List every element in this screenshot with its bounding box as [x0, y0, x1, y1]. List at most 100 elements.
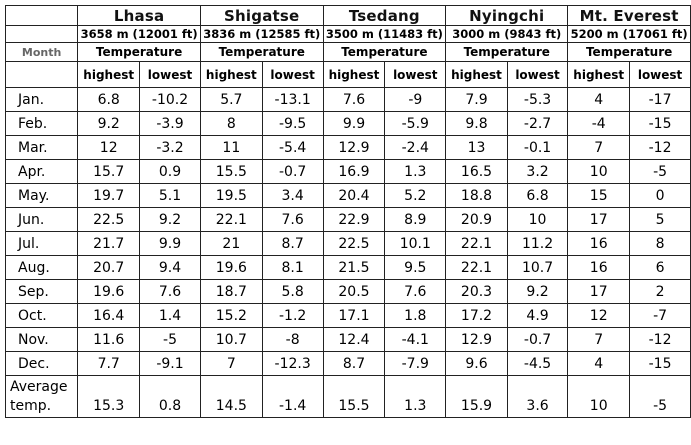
temperature-header: Temperature: [77, 42, 201, 62]
month-cell: Jan.: [4, 87, 79, 112]
lowest-cell: 9.2: [139, 207, 201, 232]
lowest-cell: 5.1: [139, 183, 201, 208]
table-row: Jun. 22.5 9.2 22.1 7.6 22.9 8.9 20.9 10 17 5: [4, 207, 691, 232]
average-label: Average temp.: [4, 375, 79, 418]
lowest-cell: 9.5: [384, 255, 447, 280]
lowest-cell: 1.4: [139, 303, 201, 328]
lowest-cell: 3.4: [261, 183, 324, 208]
lowest-cell: -5: [629, 159, 691, 184]
highest-cell: 18.7: [199, 279, 263, 304]
month-cell: Nov.: [4, 327, 79, 352]
lowest-cell: -2.4: [384, 135, 447, 160]
lowest-cell: 10.7: [506, 255, 569, 280]
highest-cell: 22.5: [322, 231, 386, 256]
highest-cell: 11.6: [77, 327, 141, 352]
highest-cell: 12.9: [445, 327, 508, 352]
average-highest-cell: 10: [567, 375, 631, 418]
lowest-cell: 4.9: [506, 303, 569, 328]
lowest-cell: -7: [629, 303, 691, 328]
lowest-cell: -9.1: [139, 351, 201, 376]
lowest-cell: -9: [384, 87, 447, 112]
lowest-cell: 8.1: [261, 255, 324, 280]
table-row: Jul. 21.7 9.9 21 8.7 22.5 10.1 22.1 11.2 16 8: [4, 231, 691, 256]
lowest-cell: -5: [139, 327, 201, 352]
lowest-cell: -0.7: [261, 159, 324, 184]
corner-cell: [4, 5, 79, 26]
lowest-header: lowest: [384, 61, 447, 88]
month-cell: Apr.: [4, 159, 79, 184]
city-mt-everest: Mt. Everest: [567, 5, 691, 26]
temperature-table: Lhasa Shigatse Tsedang Nyingchi Mt. Ever…: [4, 5, 691, 418]
altitude-lhasa: 3658 m (12001 ft): [77, 25, 201, 43]
lowest-cell: -10.2: [139, 87, 201, 112]
highest-cell: 9.2: [77, 111, 141, 136]
table-row: Dec. 7.7 -9.1 7 -12.3 8.7 -7.9 9.6 -4.5 4 -15: [4, 351, 691, 376]
highest-cell: 22.1: [445, 231, 508, 256]
average-highest-cell: 15.3: [77, 375, 141, 418]
highest-cell: 6.8: [77, 87, 141, 112]
lowest-cell: -15: [629, 111, 691, 136]
highest-cell: 21.5: [322, 255, 386, 280]
highest-cell: 7: [199, 351, 263, 376]
lowest-cell: 0.9: [139, 159, 201, 184]
subheader-row: Month Temperature Temperature Temperatur…: [4, 42, 691, 62]
temperature-header: Temperature: [567, 42, 691, 62]
altitude-mt-everest: 5200 m (17061 ft): [567, 25, 691, 43]
lowest-cell: 7.6: [261, 207, 324, 232]
average-label-line2: temp.: [10, 397, 52, 414]
lowest-cell: -2.7: [506, 111, 569, 136]
highest-cell: 20.5: [322, 279, 386, 304]
lowest-cell: 3.2: [506, 159, 569, 184]
highest-cell: 17.1: [322, 303, 386, 328]
temperature-header: Temperature: [199, 42, 324, 62]
lowest-cell: -5.4: [261, 135, 324, 160]
altitude-row: 3658 m (12001 ft) 3836 m (12585 ft) 3500…: [4, 25, 691, 43]
city-lhasa: Lhasa: [77, 5, 201, 26]
table-row: Mar. 12 -3.2 11 -5.4 12.9 -2.4 13 -0.1 7 -12: [4, 135, 691, 160]
lowest-cell: -12: [629, 135, 691, 160]
month-cell: May.: [4, 183, 79, 208]
highest-cell: 9.8: [445, 111, 508, 136]
highest-cell: 7: [567, 327, 631, 352]
month-header: Month: [4, 42, 79, 62]
month-cell: Aug.: [4, 255, 79, 280]
highest-cell: 17.2: [445, 303, 508, 328]
highest-cell: 16.4: [77, 303, 141, 328]
lowest-cell: 9.4: [139, 255, 201, 280]
lowest-cell: 10: [506, 207, 569, 232]
lowest-cell: -7.9: [384, 351, 447, 376]
month-cell: Feb.: [4, 111, 79, 136]
highest-cell: 20.9: [445, 207, 508, 232]
highest-header: highest: [199, 61, 263, 88]
highest-cell: 22.9: [322, 207, 386, 232]
lowest-cell: -0.7: [506, 327, 569, 352]
lowest-cell: 5.2: [384, 183, 447, 208]
table-row: Nov. 11.6 -5 10.7 -8 12.4 -4.1 12.9 -0.7 7 -12: [4, 327, 691, 352]
highest-cell: 12.9: [322, 135, 386, 160]
highest-cell: 16.5: [445, 159, 508, 184]
lowest-cell: -8: [261, 327, 324, 352]
lowest-cell: -12: [629, 327, 691, 352]
highest-cell: 17: [567, 279, 631, 304]
highest-cell: 20.4: [322, 183, 386, 208]
month-cell: Mar.: [4, 135, 79, 160]
highest-cell: 10.7: [199, 327, 263, 352]
lowest-cell: -5.9: [384, 111, 447, 136]
highest-cell: 5.7: [199, 87, 263, 112]
city-name-row: Lhasa Shigatse Tsedang Nyingchi Mt. Ever…: [4, 5, 691, 26]
highest-cell: -4: [567, 111, 631, 136]
month-cell: Jun.: [4, 207, 79, 232]
highest-cell: 9.9: [322, 111, 386, 136]
lowest-cell: -15: [629, 351, 691, 376]
highest-cell: 12: [567, 303, 631, 328]
highest-cell: 16: [567, 255, 631, 280]
highest-cell: 22.5: [77, 207, 141, 232]
highest-cell: 15.5: [199, 159, 263, 184]
highest-cell: 16: [567, 231, 631, 256]
lowest-cell: -4.5: [506, 351, 569, 376]
average-lowest-cell: 0.8: [139, 375, 201, 418]
highest-cell: 7.7: [77, 351, 141, 376]
lowest-cell: 1.3: [384, 159, 447, 184]
highest-header: highest: [322, 61, 386, 88]
highest-cell: 19.6: [199, 255, 263, 280]
